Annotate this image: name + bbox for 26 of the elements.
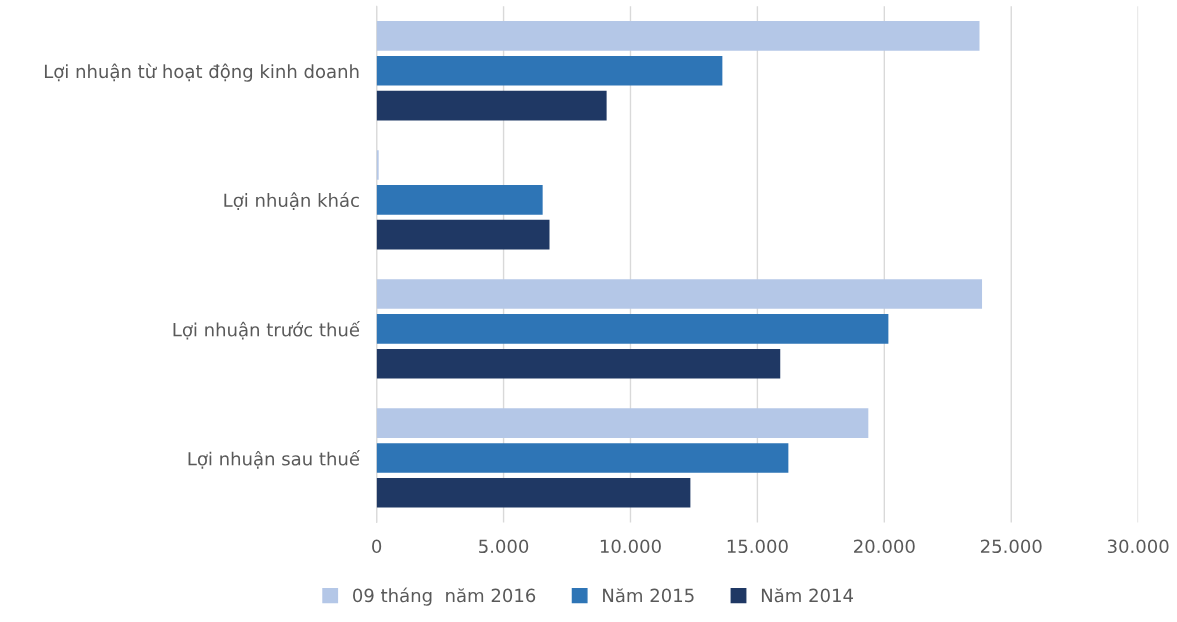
bar: [376, 150, 379, 180]
bar: [376, 55, 723, 86]
bar: [376, 90, 607, 121]
bar: [376, 21, 980, 51]
x-tick-label: 0: [372, 539, 382, 554]
legend-label: Năm 2014: [761, 588, 854, 603]
x-tick-label: 15.000: [727, 539, 788, 554]
x-tick-label: 25.000: [980, 539, 1042, 554]
y-tick-label: Lợi nhuận từ hoạt động kinh doanh: [44, 63, 359, 82]
bar: [376, 408, 869, 438]
y-tick-label: Lợi nhuận trước thuế: [173, 321, 360, 340]
bar: [376, 477, 691, 508]
bar: [376, 279, 983, 309]
bar: [376, 185, 543, 215]
legend-label: Năm 2015: [603, 588, 694, 603]
bar: [376, 348, 781, 379]
bar: [376, 314, 889, 344]
x-tick-label: 30.000: [1107, 539, 1169, 554]
legend-label: 09 tháng năm 2016: [353, 587, 536, 606]
bar: [376, 443, 789, 473]
x-tick-label: 10.000: [600, 539, 661, 554]
y-tick-label: Lợi nhuận khác: [224, 192, 359, 211]
bar: [376, 219, 550, 250]
x-tick-label: 20.000: [854, 539, 915, 554]
x-tick-label: 5.000: [479, 539, 529, 554]
y-tick-label: Lợi nhuận sau thuế: [188, 450, 360, 469]
